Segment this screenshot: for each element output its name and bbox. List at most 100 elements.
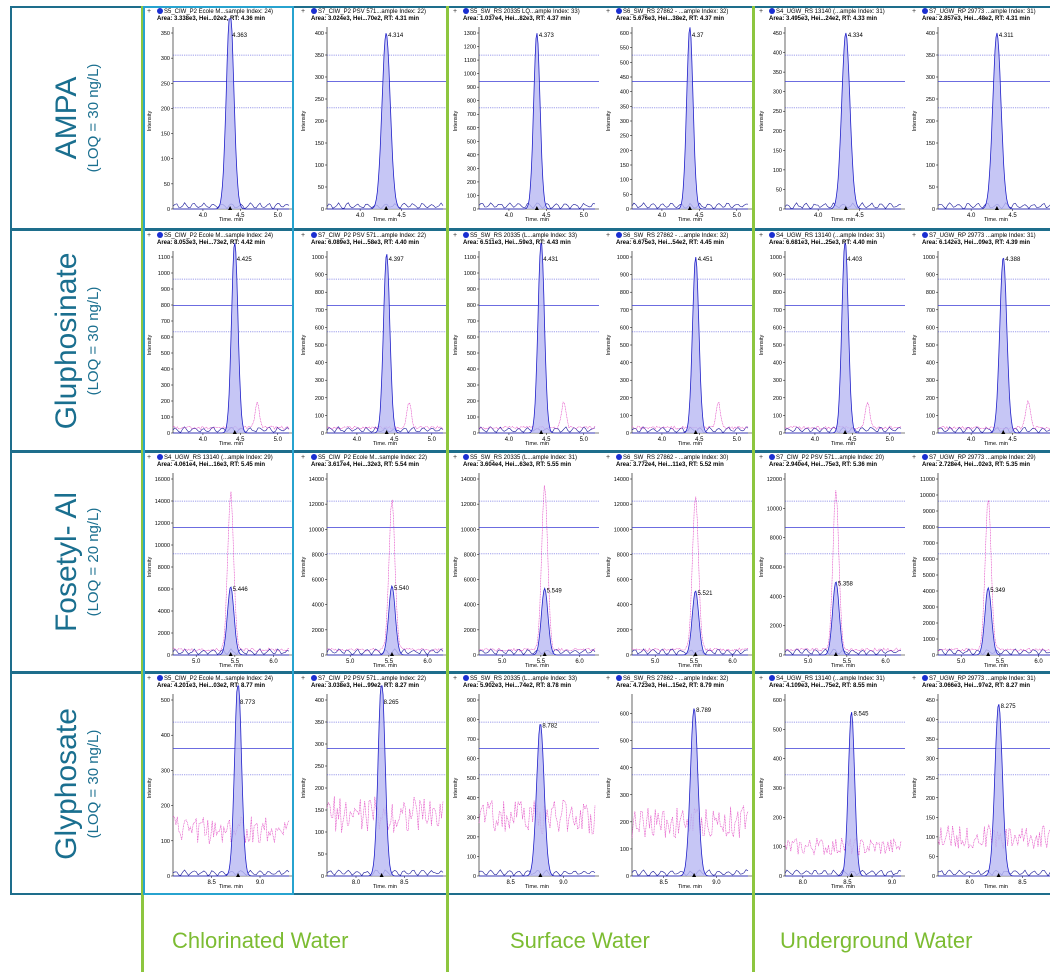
panel-area-info: Area: 6.142e3, Hei...09e3, RT: 4.39 min xyxy=(922,240,1031,246)
chromatogram-panel: + S7_CIW_P2 PSV 571...ample Index: 22) Are… xyxy=(297,674,447,888)
y-tick-label: 8000 xyxy=(312,552,324,558)
y-tick-label: 1200 xyxy=(464,45,476,51)
x-axis-label: Time, min xyxy=(678,217,702,221)
y-tick-label: 400 xyxy=(315,698,324,704)
y-tick-label: 300 xyxy=(467,166,476,172)
x-tick-label: 5.0 xyxy=(733,437,742,443)
y-tick-label: 300 xyxy=(315,378,324,384)
expand-icon[interactable]: + xyxy=(453,232,458,239)
y-tick-label: 100 xyxy=(620,178,629,184)
peak-rt-label: 5.349 xyxy=(990,588,1006,594)
sample-dot-icon xyxy=(922,232,928,238)
expand-icon[interactable]: + xyxy=(759,8,764,15)
panel-title-text: S4_UGW_RS 13140 (...ample Index: 31) xyxy=(776,233,885,239)
y-tick-label: 800 xyxy=(467,718,476,724)
y-tick-label: 300 xyxy=(467,383,476,389)
x-axis-label: Time, min xyxy=(984,217,1008,221)
expand-icon[interactable]: + xyxy=(759,454,764,461)
panel-title-text: S7_CIW_P2 PSV 571...ample Index: 22) xyxy=(318,9,427,15)
expand-icon[interactable]: + xyxy=(453,8,458,15)
expand-icon[interactable]: + xyxy=(606,675,611,682)
peak-trace xyxy=(785,32,901,210)
y-tick-label: 1100 xyxy=(464,58,476,64)
expand-icon[interactable]: + xyxy=(147,8,152,15)
rt-marker-arrow xyxy=(849,873,854,877)
expand-icon[interactable]: + xyxy=(606,232,611,239)
row-loq: (LOQ = 20 ng/L) xyxy=(84,507,102,617)
peak-rt-label: 4.431 xyxy=(543,257,559,263)
panel-title-text: S4_UGW_RS 13140 (...ample Index: 29) xyxy=(164,455,273,461)
y-tick-label: 4000 xyxy=(923,589,935,595)
y-axis-label: Intensity xyxy=(606,557,612,578)
y-tick-label: 2000 xyxy=(464,628,476,634)
expand-icon[interactable]: + xyxy=(301,454,306,461)
y-tick-label: 8000 xyxy=(923,525,935,531)
y-tick-label: 0 xyxy=(473,653,476,659)
expand-icon[interactable]: + xyxy=(147,232,152,239)
y-tick-label: 900 xyxy=(161,287,170,293)
x-axis-label: Time, min xyxy=(984,884,1008,888)
y-tick-label: 200 xyxy=(161,399,170,405)
expand-icon[interactable]: + xyxy=(606,8,611,15)
peak-rt-label: 4.388 xyxy=(1005,257,1021,263)
expand-icon[interactable]: + xyxy=(453,675,458,682)
x-axis-label: Time, min xyxy=(525,663,549,667)
peak-area-fill xyxy=(528,724,552,876)
sample-dot-icon xyxy=(769,232,775,238)
y-tick-label: 1000 xyxy=(770,255,782,261)
y-axis-label: Intensity xyxy=(759,778,765,799)
row-name: Gluphosinate xyxy=(49,252,83,429)
expand-icon[interactable]: + xyxy=(912,675,917,682)
sample-dot-icon xyxy=(157,454,163,460)
y-tick-label: 500 xyxy=(620,739,629,745)
expand-icon[interactable]: + xyxy=(301,675,306,682)
y-tick-label: 450 xyxy=(620,75,629,81)
expand-icon[interactable]: + xyxy=(301,232,306,239)
y-tick-label: 700 xyxy=(161,319,170,325)
y-tick-label: 700 xyxy=(467,112,476,118)
peak-rt-label: 8.773 xyxy=(240,700,256,706)
y-tick-label: 10000 xyxy=(920,493,935,499)
x-tick-label: 5.0 xyxy=(580,213,589,219)
peak-rt-label: 4.425 xyxy=(237,257,253,263)
x-axis-label: Time, min xyxy=(373,441,397,445)
peak-trace xyxy=(632,708,748,877)
y-tick-label: 3000 xyxy=(923,605,935,611)
y-tick-label: 0 xyxy=(321,431,324,437)
expand-icon[interactable]: + xyxy=(759,675,764,682)
chromatogram-plot: 0 100 200 300 400 500 600 700 800 900 1000 1100 4.0 4… xyxy=(453,242,599,445)
expand-icon[interactable]: + xyxy=(912,8,917,15)
expand-icon[interactable]: + xyxy=(147,454,152,461)
y-tick-label: 800 xyxy=(315,290,324,296)
expand-icon[interactable]: + xyxy=(912,454,917,461)
expand-icon[interactable]: + xyxy=(453,454,458,461)
expand-icon[interactable]: + xyxy=(147,675,152,682)
y-tick-label: 300 xyxy=(926,757,935,763)
y-tick-label: 1100 xyxy=(464,255,476,261)
peak-rt-label: 5.549 xyxy=(547,588,563,594)
expand-icon[interactable]: + xyxy=(606,454,611,461)
y-axis-label: Intensity xyxy=(147,335,153,356)
chromatogram-plot: 0 100 200 300 400 500 600 700 800 900 1000 4.0 4.5 5.… xyxy=(606,251,752,445)
y-tick-label: 150 xyxy=(161,132,170,138)
y-tick-label: 600 xyxy=(467,126,476,132)
y-tick-label: 400 xyxy=(773,51,782,57)
sample-dot-icon xyxy=(769,8,775,14)
expand-icon[interactable]: + xyxy=(301,8,306,15)
chromatogram-plot: 0 50 100 150 200 250 300 350 400 450 8.0 8.5 Time, m… xyxy=(912,694,1050,888)
y-tick-label: 5000 xyxy=(923,573,935,579)
y-tick-label: 6000 xyxy=(770,565,782,571)
y-tick-label: 400 xyxy=(926,361,935,367)
x-tick-label: 4.0 xyxy=(505,437,514,443)
expand-icon[interactable]: + xyxy=(912,232,917,239)
y-tick-label: 250 xyxy=(773,109,782,115)
y-tick-label: 100 xyxy=(315,413,324,419)
y-tick-label: 12000 xyxy=(309,502,324,508)
peak-rt-label: 8.275 xyxy=(1001,704,1017,710)
x-tick-label: 4.5 xyxy=(390,437,399,443)
y-tick-label: 12000 xyxy=(155,521,170,527)
y-tick-label: 1000 xyxy=(923,637,935,643)
expand-icon[interactable]: + xyxy=(759,232,764,239)
chromatogram-panel: + S4_UGW_RS 13140 (...ample Index: 29) Are… xyxy=(143,453,293,667)
x-axis-label: Time, min xyxy=(525,884,549,888)
